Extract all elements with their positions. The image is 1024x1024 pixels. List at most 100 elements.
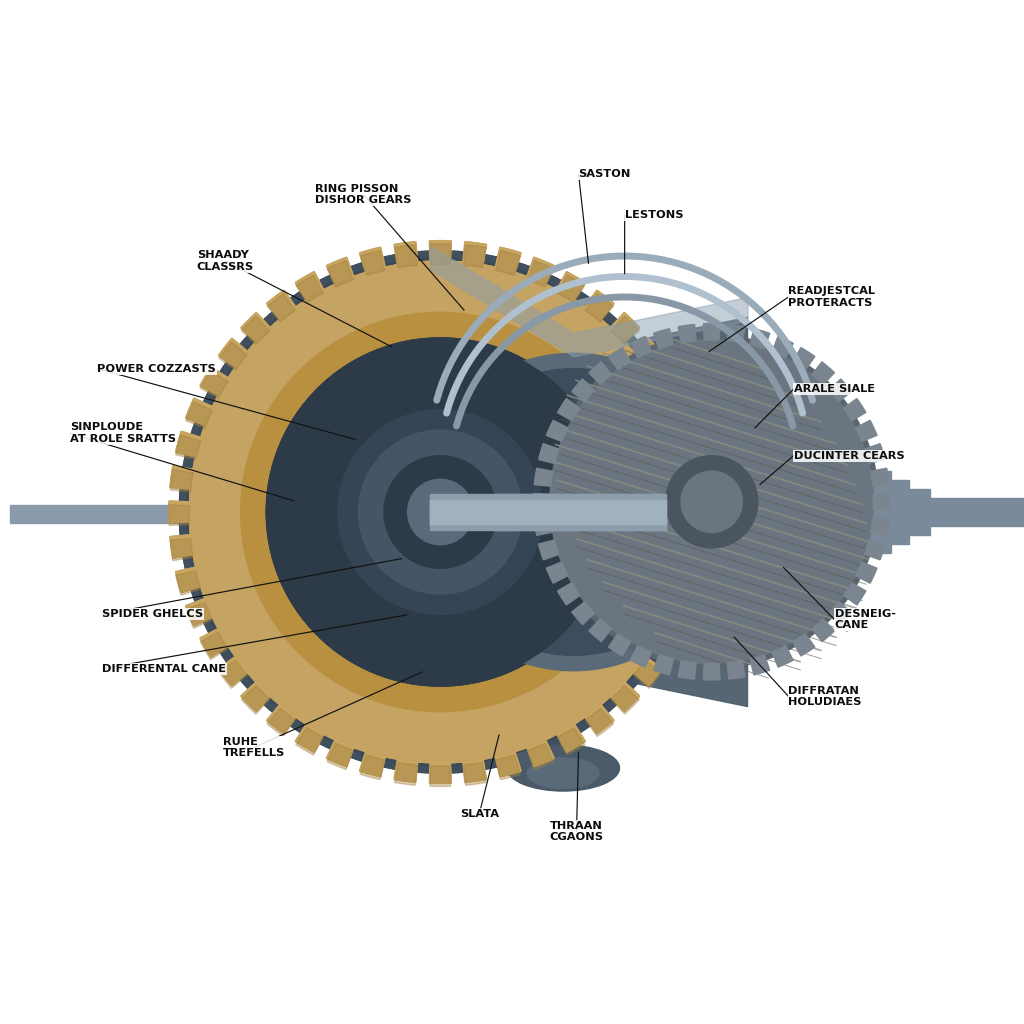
Polygon shape [169, 502, 189, 522]
Polygon shape [201, 632, 228, 659]
Polygon shape [611, 686, 639, 714]
Polygon shape [668, 398, 695, 425]
Polygon shape [691, 505, 712, 525]
Polygon shape [652, 632, 680, 659]
Polygon shape [463, 244, 486, 265]
Circle shape [197, 268, 684, 756]
Polygon shape [652, 368, 680, 395]
Polygon shape [296, 271, 324, 300]
Polygon shape [680, 567, 705, 592]
Polygon shape [687, 466, 709, 489]
Polygon shape [185, 398, 213, 425]
Polygon shape [429, 241, 452, 261]
Circle shape [335, 483, 392, 541]
Polygon shape [703, 324, 720, 340]
Polygon shape [185, 602, 212, 629]
Polygon shape [557, 583, 580, 605]
Polygon shape [557, 275, 585, 303]
Polygon shape [557, 724, 584, 751]
Polygon shape [557, 727, 585, 755]
Polygon shape [727, 660, 745, 679]
Text: RUHE
TREFELLS: RUHE TREFELLS [223, 736, 285, 759]
Polygon shape [242, 683, 269, 711]
Polygon shape [219, 656, 248, 685]
Polygon shape [680, 435, 705, 460]
Circle shape [356, 428, 524, 596]
Text: LESTONS: LESTONS [625, 210, 683, 220]
Polygon shape [185, 401, 212, 428]
Polygon shape [201, 629, 228, 656]
Polygon shape [394, 759, 418, 782]
Polygon shape [669, 599, 695, 626]
Polygon shape [327, 739, 354, 767]
Text: SLATA: SLATA [460, 809, 499, 819]
Polygon shape [870, 468, 889, 486]
Polygon shape [241, 312, 270, 342]
Polygon shape [557, 273, 584, 300]
Polygon shape [218, 656, 248, 686]
Polygon shape [678, 325, 696, 343]
Polygon shape [585, 290, 614, 319]
Polygon shape [170, 469, 193, 492]
Polygon shape [527, 739, 553, 765]
Polygon shape [634, 660, 662, 688]
Polygon shape [200, 367, 228, 395]
Circle shape [401, 473, 479, 551]
Polygon shape [177, 567, 201, 592]
Polygon shape [571, 602, 595, 625]
Polygon shape [267, 291, 296, 319]
Polygon shape [170, 539, 193, 561]
Polygon shape [172, 466, 194, 489]
Polygon shape [176, 432, 201, 457]
Polygon shape [557, 271, 586, 300]
Polygon shape [844, 583, 866, 605]
Polygon shape [430, 241, 451, 261]
Text: SASTON: SASTON [579, 169, 631, 179]
Polygon shape [535, 517, 553, 536]
Polygon shape [218, 338, 248, 368]
Bar [430, 494, 666, 530]
Polygon shape [828, 379, 852, 401]
Polygon shape [220, 340, 248, 368]
Polygon shape [185, 599, 212, 626]
Polygon shape [527, 743, 554, 770]
Polygon shape [653, 329, 674, 349]
Polygon shape [241, 312, 640, 712]
Polygon shape [844, 398, 866, 421]
Polygon shape [464, 242, 486, 264]
Polygon shape [634, 342, 662, 370]
Polygon shape [430, 763, 451, 783]
Polygon shape [688, 536, 711, 558]
Text: RING PISSON
DISHOR GEARS: RING PISSON DISHOR GEARS [315, 183, 412, 206]
Polygon shape [610, 682, 640, 712]
Polygon shape [176, 567, 201, 593]
Polygon shape [169, 502, 189, 522]
Polygon shape [547, 420, 567, 441]
Polygon shape [360, 248, 385, 272]
Polygon shape [864, 443, 885, 464]
Polygon shape [430, 766, 451, 786]
Polygon shape [571, 379, 595, 401]
Polygon shape [175, 567, 201, 593]
Polygon shape [680, 431, 705, 457]
Polygon shape [585, 291, 613, 319]
Polygon shape [610, 682, 640, 712]
Polygon shape [610, 312, 640, 342]
Polygon shape [496, 752, 521, 777]
Polygon shape [812, 361, 835, 385]
Polygon shape [610, 312, 640, 342]
Polygon shape [430, 241, 451, 261]
Polygon shape [296, 727, 324, 755]
Polygon shape [668, 599, 695, 626]
Polygon shape [668, 598, 695, 626]
Polygon shape [633, 338, 663, 368]
Polygon shape [185, 598, 213, 626]
Polygon shape [557, 724, 585, 753]
Bar [430, 494, 666, 530]
Polygon shape [187, 599, 213, 625]
Polygon shape [589, 361, 611, 385]
Polygon shape [328, 739, 353, 765]
Polygon shape [243, 682, 270, 710]
Polygon shape [586, 294, 613, 322]
Polygon shape [691, 502, 712, 522]
